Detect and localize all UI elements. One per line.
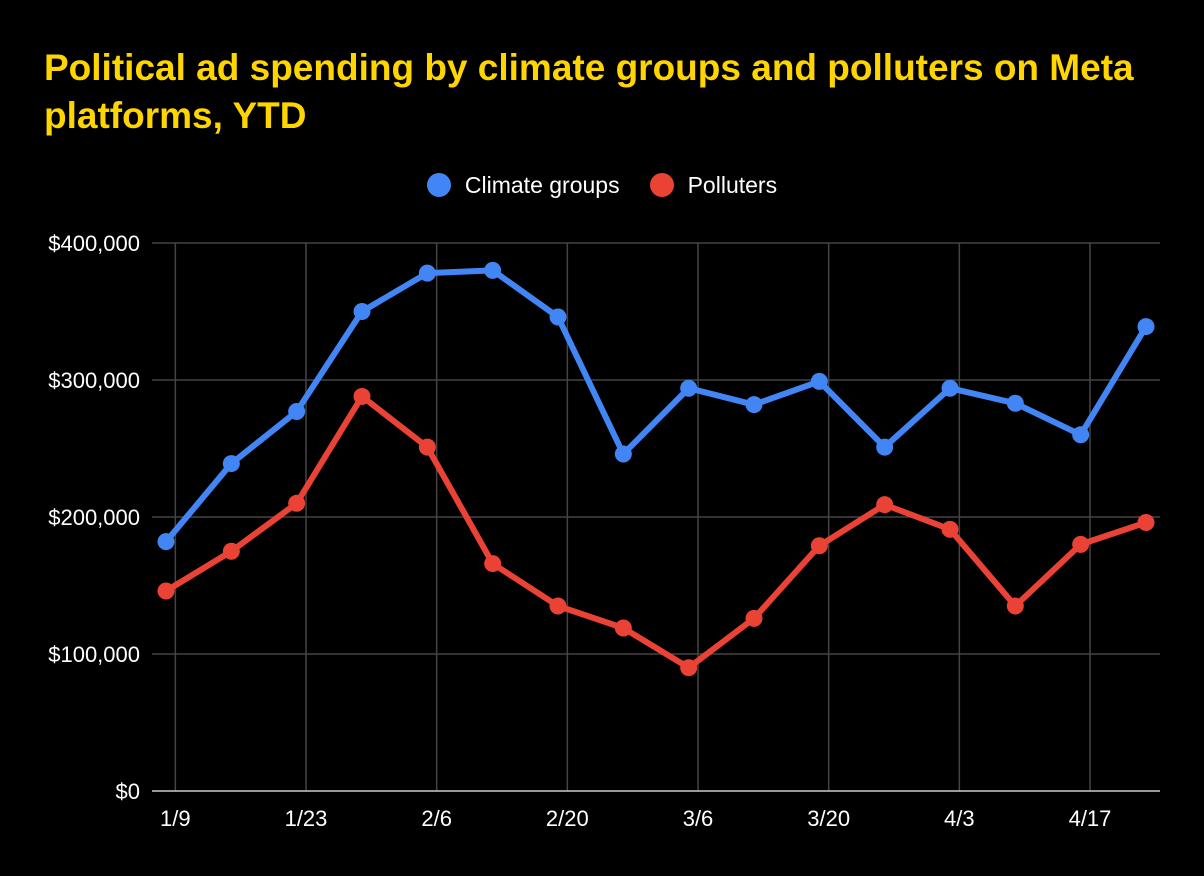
x-tick-label: 1/9 [160,806,191,831]
data-point-polluters [157,582,175,600]
y-tick-label: $400,000 [48,231,140,256]
data-point-polluters [876,496,894,514]
data-point-climate-groups [353,303,371,320]
x-tick-label: 3/6 [683,806,714,831]
data-point-climate-groups [549,308,567,326]
data-point-polluters [484,555,502,573]
legend: Climate groups Polluters [0,168,1204,202]
data-point-climate-groups [876,438,894,456]
data-point-polluters [353,387,371,405]
data-point-climate-groups [484,261,502,279]
y-tick-label: $200,000 [48,505,140,530]
data-point-polluters [549,597,567,615]
legend-label-polluters: Polluters [687,171,778,198]
data-point-polluters [680,659,698,677]
data-point-polluters [288,494,306,512]
legend-label-climate-groups: Climate groups [464,171,620,198]
y-tick-label: $0 [116,779,140,804]
series-line-polluters [163,393,1149,671]
legend-item-polluters[interactable]: Polluters [649,171,778,199]
chart-title: Political ad spending by climate groups … [44,47,1134,136]
data-point-climate-groups [222,455,240,473]
data-point-climate-groups [941,379,959,397]
legend-marker-polluters [649,173,674,197]
x-tick-label: 3/20 [807,806,850,831]
legend-marker-climate-groups [426,173,451,197]
x-tick-label: 4/17 [1069,806,1112,831]
data-point-climate-groups [157,533,175,551]
legend-item-climate-groups[interactable]: Climate groups [426,171,620,199]
data-point-polluters [222,542,240,560]
series-line-climate-groups [163,267,1149,545]
x-tick-label: 4/3 [944,806,975,831]
data-point-climate-groups [745,396,763,414]
data-point-climate-groups [1006,394,1024,412]
data-point-polluters [810,537,828,555]
data-point-climate-groups [614,445,632,463]
data-point-polluters [745,609,763,627]
data-point-climate-groups [680,379,698,397]
data-point-polluters [614,619,632,637]
data-point-climate-groups [288,403,306,421]
data-point-polluters [941,520,959,538]
data-point-polluters [418,438,436,456]
x-tick-label: 2/20 [546,806,589,831]
data-point-climate-groups [418,264,436,282]
data-point-climate-groups [1137,318,1155,336]
data-point-polluters [1072,535,1090,553]
x-tick-label: 2/6 [421,806,452,831]
data-point-polluters [1006,597,1024,615]
y-tick-label: $300,000 [48,368,140,393]
x-tick-label: 1/23 [285,806,328,831]
data-point-climate-groups [810,372,828,390]
data-point-polluters [1137,513,1155,531]
data-point-climate-groups [1072,426,1090,444]
y-tick-label: $100,000 [48,642,140,667]
